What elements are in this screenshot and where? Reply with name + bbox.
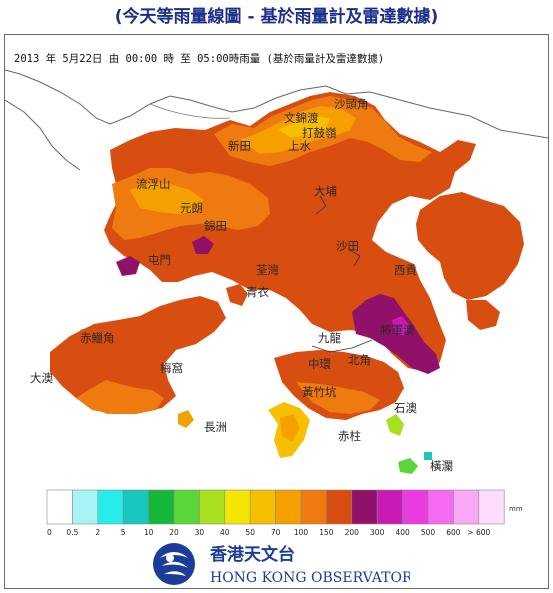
legend-swatch (199, 489, 226, 525)
observatory-footer: 香港天文台 HONG KONG OBSERVATORY (153, 543, 410, 586)
legend-ticks: 0 0.5 2 5 10 20 30 40 50 70 100 150 200 300 400 500 600 >… (47, 528, 491, 537)
legend-tick-label: 300 (370, 528, 385, 537)
legend-swatch (453, 489, 480, 525)
waglan-marker (424, 452, 432, 460)
mainland-coast-inlet (5, 99, 81, 171)
kam-tin-heavy-spot (192, 236, 214, 254)
lantau-island (50, 296, 226, 414)
place-central: 中環 (308, 357, 331, 371)
sai-kung-eastern-tip (466, 300, 500, 330)
legend-swatch (376, 489, 403, 525)
place-tai-o: 大澳 (30, 371, 53, 385)
legend-tick-label: 0.5 (66, 528, 78, 537)
tsing-yi-island (226, 284, 248, 306)
place-lau-fau-shan: 流浮山 (136, 177, 171, 191)
legend-tick-label: 50 (245, 528, 255, 537)
place-shek-o: 石澳 (394, 401, 417, 415)
place-tsuen-wan: 荃灣 (256, 263, 279, 277)
map-subtitle: 2013 年 5月22日 由 00:00 時 至 05:00時雨量 (基於雨量計… (14, 53, 385, 65)
legend-tick-label: 30 (195, 528, 205, 537)
shek-o-green-spot (386, 414, 404, 436)
place-labels: 沙頭角 文錦渡 打鼓嶺 上水 新田 流浮山 元朗 錦田 大埔 沙田 屯門 荃灣 … (30, 97, 453, 473)
north-band-40-50 (278, 116, 330, 138)
legend-swatch (300, 489, 327, 525)
legend-swatch (46, 489, 73, 525)
legend-tick-label: > 600 (467, 528, 490, 537)
legend-tick-label: 600 (446, 528, 461, 537)
place-wong-chuk-hang: 黃竹坑 (302, 385, 337, 399)
legend-swatch (478, 489, 505, 525)
legend-swatch (148, 489, 175, 525)
legend-tick-label: 20 (169, 528, 179, 537)
legend-tick-label: 2 (95, 528, 100, 537)
chek-lap-kok (80, 324, 124, 344)
map-title: (今天等雨量線圖 - 基於雨量計及雷達數據) (114, 7, 439, 27)
place-cheung-chau: 長洲 (204, 420, 227, 434)
legend-tick-label: 5 (121, 528, 126, 537)
place-ta-kwu-ling: 打鼓嶺 (302, 126, 337, 140)
hko-logo-icon (153, 543, 195, 585)
legend-tick-label: 100 (294, 528, 309, 537)
hong-kong-island-south-band (296, 382, 380, 414)
place-sha-tin: 沙田 (336, 239, 359, 253)
lamma-island-core (280, 414, 300, 442)
legend-swatch (275, 489, 302, 525)
legend-swatch (402, 489, 429, 525)
tseung-kwan-o-peak (392, 316, 410, 336)
legend-tick-label: 400 (395, 528, 410, 537)
sai-kung-peninsula (416, 192, 524, 300)
place-tuen-mun: 屯門 (148, 253, 171, 267)
rainfall-map: 沙頭角 文錦渡 打鼓嶺 上水 新田 流浮山 元朗 錦田 大埔 沙田 屯門 荃灣 … (5, 69, 548, 474)
legend-tick-label: 0 (47, 528, 52, 537)
shenzhen-river (149, 103, 231, 119)
waglan-island (398, 458, 418, 474)
cheung-chau-area (178, 410, 194, 428)
tuen-mun-heavy-spot (116, 256, 140, 276)
legend-swatches (46, 489, 505, 525)
place-man-kam-to: 文錦渡 (284, 111, 319, 125)
place-tseung-kwan-o: 將軍澳 (380, 323, 415, 337)
coastlines (311, 195, 373, 353)
rainfall-legend: 0 0.5 2 5 10 20 30 40 50 70 100 150 200 300 400 500 600 >… (46, 489, 523, 537)
legend-swatch (427, 489, 454, 525)
place-tsing-yi: 青衣 (246, 285, 269, 299)
place-kam-tin: 錦田 (204, 219, 227, 233)
place-stanley: 赤柱 (338, 429, 361, 443)
place-north-point: 北角 (348, 353, 371, 367)
place-yuen-long: 元朗 (180, 201, 203, 215)
place-sai-kung: 西貢 (394, 263, 417, 277)
hko-name-english: HONG KONG OBSERVATORY (210, 570, 410, 586)
west-band-50-70 (130, 182, 204, 214)
mainland-coast (5, 69, 548, 139)
legend-tick-label: 40 (220, 528, 230, 537)
hko-name-chinese: 香港天文台 (210, 544, 295, 565)
place-sha-tau-kok: 沙頭角 (334, 97, 369, 111)
legend-swatch (173, 489, 200, 525)
place-mui-wo: 梅窩 (160, 361, 183, 375)
place-waglan: 橫瀾 (430, 459, 453, 473)
place-chek-lap-kok: 赤鱲角 (80, 331, 115, 345)
legend-swatch (122, 489, 149, 525)
legend-tick-label: 10 (144, 528, 154, 537)
place-tai-po: 大埔 (314, 184, 337, 198)
legend-tick-label: 200 (345, 528, 360, 537)
lantau-south-band (76, 380, 164, 414)
legend-swatch (72, 489, 99, 525)
place-kowloon: 九龍 (318, 331, 341, 345)
legend-swatch (326, 489, 353, 525)
place-sheung-shui: 上水 (288, 139, 311, 153)
legend-swatch (224, 489, 251, 525)
place-san-tin: 新田 (228, 139, 251, 153)
legend-tick-label: 150 (319, 528, 334, 537)
legend-tick-label: 70 (271, 528, 281, 537)
legend-swatch (249, 489, 276, 525)
tseung-kwan-o-heavy-zone (352, 294, 440, 374)
legend-tick-label: 500 (421, 528, 436, 537)
legend-unit: mm (509, 505, 523, 513)
legend-swatch (97, 489, 124, 525)
legend-swatch (351, 489, 378, 525)
